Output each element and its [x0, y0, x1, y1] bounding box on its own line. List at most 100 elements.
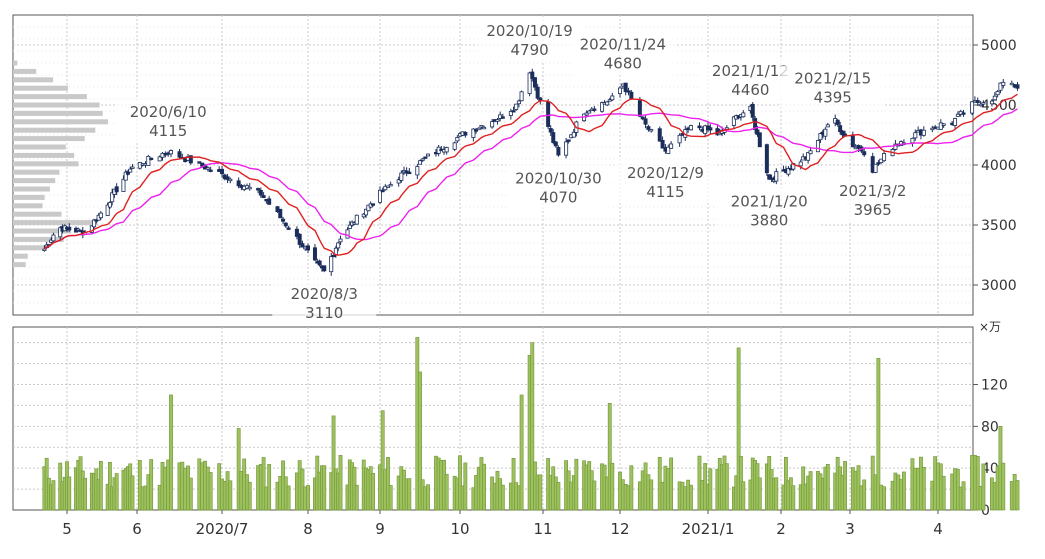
candle-body	[92, 219, 97, 228]
volume-bar	[388, 485, 393, 511]
candle-body	[188, 155, 193, 164]
volume-bar	[83, 477, 87, 511]
candle-body	[205, 167, 210, 170]
candle-body	[876, 162, 881, 165]
candle-body	[366, 204, 371, 212]
candle-body	[225, 176, 230, 180]
volume-bar	[169, 394, 173, 511]
volume-profile-bar	[13, 102, 100, 108]
candle-body	[587, 110, 592, 114]
annotation-date: 2021/1/12	[712, 62, 789, 80]
candle-body	[42, 248, 47, 251]
candle-body	[261, 195, 266, 199]
candle-body	[941, 123, 946, 126]
volume-profile-bar	[13, 94, 87, 100]
candle-body	[535, 86, 540, 99]
candle-body	[989, 100, 994, 105]
volume-profile-bar	[13, 161, 79, 167]
candle-body	[850, 134, 855, 148]
volume-bar	[610, 462, 615, 511]
volume-bar	[736, 347, 741, 511]
candle-body	[377, 189, 382, 203]
candle-body	[114, 186, 119, 193]
candle-body	[981, 102, 986, 105]
candle-body	[666, 146, 671, 154]
annotation-bg	[780, 65, 885, 110]
candle-body	[463, 131, 468, 136]
candle-body	[168, 150, 173, 155]
volume-profile-bar	[13, 110, 103, 116]
volume-unit-label: ×万	[979, 320, 1001, 334]
candle-body	[107, 202, 112, 208]
candle-body	[629, 91, 634, 100]
price-y-tick-label: 4000	[981, 158, 1017, 174]
candle-body	[444, 147, 449, 153]
x-tick-label: 3	[845, 520, 855, 538]
candle-body	[978, 103, 983, 107]
candle-body	[300, 243, 305, 248]
annotation-value: 4395	[814, 89, 852, 107]
candle-body	[417, 160, 422, 165]
volume-bar	[137, 460, 142, 511]
candle-body	[407, 171, 412, 175]
volume-profile-bar	[13, 60, 18, 66]
candle-body	[312, 247, 317, 261]
candle-body	[556, 147, 561, 156]
volume-bar	[338, 455, 343, 511]
volume-profile-bar	[13, 68, 37, 74]
volume-profile-bar	[13, 85, 68, 91]
candle-body	[992, 95, 997, 101]
candle-body	[767, 174, 772, 180]
candle-body	[600, 102, 605, 112]
candle-body	[835, 119, 840, 125]
candle-body	[938, 122, 943, 130]
candle-body	[385, 185, 390, 188]
candle-body	[51, 234, 56, 242]
candle-body	[371, 203, 376, 206]
candle-body	[516, 100, 521, 105]
candle-body	[1009, 82, 1014, 86]
candle-body	[564, 141, 569, 156]
annotation-bg	[272, 279, 377, 324]
x-tick-label: 5	[62, 520, 72, 538]
volume-bar	[825, 463, 830, 511]
price-panel: 300035004000450050002020/6/1041152020/8/…	[12, 14, 1020, 324]
candle-body	[415, 166, 420, 176]
volume-bar	[354, 484, 359, 511]
volume-profile-bar	[13, 211, 62, 217]
candle-body	[130, 166, 135, 169]
x-tick-label: 11	[533, 520, 552, 538]
candle-body	[755, 129, 760, 135]
candle-body	[361, 213, 366, 218]
volume-profile-bar	[13, 220, 98, 226]
volume-panel: 0 40 80 120 ×万	[12, 320, 1020, 519]
candle-body	[623, 82, 628, 93]
annotation-bg	[717, 187, 822, 232]
candle-body	[910, 137, 915, 144]
candle-body	[840, 130, 845, 136]
candle-body	[354, 214, 359, 225]
candle-body	[396, 179, 401, 184]
volume-bar	[108, 462, 112, 511]
candle-body	[532, 77, 537, 88]
candle-body	[471, 128, 476, 138]
annotation-bg	[820, 177, 925, 222]
x-axis: 5 6 2020/7 8 9 10 11 12 2021/1 2 3 4	[62, 510, 943, 538]
volume-bar	[757, 477, 762, 511]
candle-body	[278, 208, 283, 219]
annotation-value: 4070	[539, 189, 577, 207]
candle-body	[530, 71, 535, 79]
candle-body	[873, 163, 878, 173]
annotation-value: 4790	[511, 41, 549, 59]
candle-body	[838, 125, 843, 133]
x-tick-label: 12	[610, 520, 629, 538]
candle-body	[482, 126, 487, 130]
candle-body	[637, 100, 642, 117]
volume-bar	[519, 394, 524, 511]
annotation-date: 2020/6/10	[130, 103, 207, 121]
volume-profile-bar	[13, 119, 108, 125]
volume-bar	[114, 473, 119, 511]
